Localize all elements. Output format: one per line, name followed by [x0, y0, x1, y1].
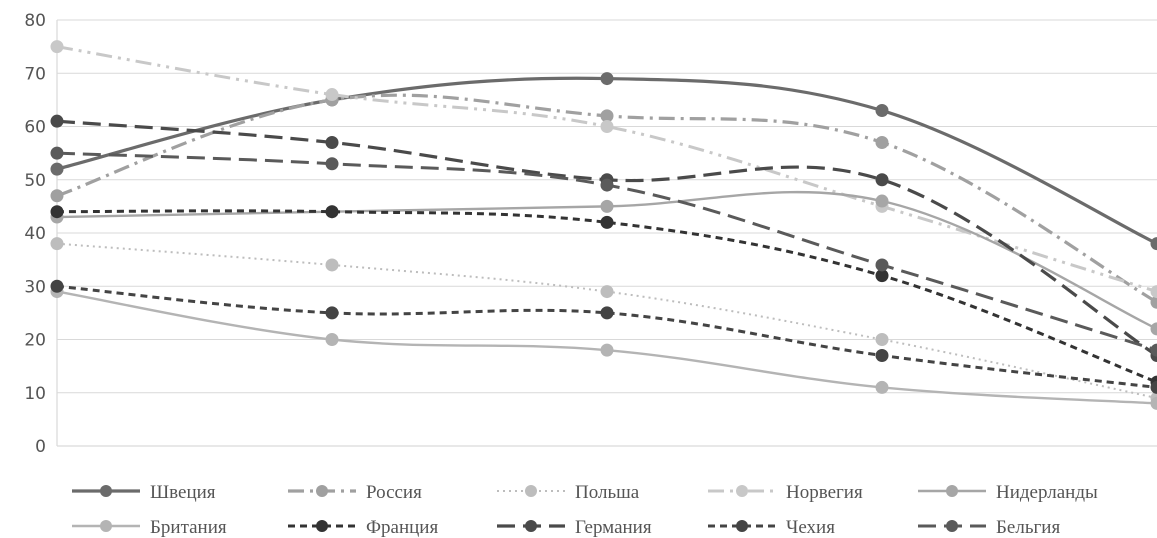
data-point: [325, 258, 339, 272]
data-point: [325, 333, 339, 346]
legend-item: Норвегия: [708, 482, 863, 503]
legend-swatch-marker: [525, 520, 537, 532]
data-point: [1150, 285, 1157, 299]
legend-item: Франция: [288, 517, 438, 538]
y-tick-label: 30: [24, 277, 46, 297]
data-point: [600, 306, 614, 320]
data-point: [875, 333, 889, 346]
series-9: [50, 146, 1157, 357]
data-point: [600, 199, 614, 213]
data-point: [50, 189, 64, 203]
data-point: [875, 258, 889, 272]
legend-swatch-marker: [736, 485, 748, 497]
legend-label: Чехия: [786, 517, 835, 538]
data-point: [600, 109, 614, 123]
series-8: [50, 279, 1157, 394]
series-line: [56, 119, 1157, 357]
y-tick-label: 60: [24, 118, 46, 138]
legend-item: Россия: [288, 482, 422, 503]
data-point: [1150, 322, 1157, 336]
series-7: [50, 114, 1157, 362]
data-point: [600, 285, 614, 299]
data-point: [600, 215, 614, 229]
y-tick-label: 70: [24, 64, 46, 84]
data-point: [600, 178, 614, 192]
data-point: [1150, 295, 1157, 309]
legend-swatch-marker: [316, 520, 328, 532]
legend-swatch-marker: [316, 485, 328, 497]
legend-item: Германия: [497, 517, 652, 538]
data-point: [875, 173, 889, 187]
data-point: [600, 72, 614, 86]
legend-item: Нидерланды: [918, 482, 1098, 503]
legend-swatch-marker: [100, 520, 112, 532]
y-tick-label: 50: [24, 171, 46, 191]
legend-item: Чехия: [708, 517, 835, 538]
y-tick-label: 0: [35, 437, 46, 457]
data-point: [50, 162, 64, 176]
series-3: [50, 40, 1157, 299]
y-tick-label: 10: [24, 384, 46, 404]
legend-item: Польша: [497, 482, 640, 503]
legend-item: Бельгия: [918, 517, 1060, 538]
series-line: [56, 284, 1157, 389]
legend-label: Норвегия: [786, 482, 863, 503]
legend-item: Британия: [72, 517, 227, 538]
data-point: [50, 279, 64, 293]
data-point: [875, 104, 889, 118]
legend-label: Швеция: [150, 482, 216, 503]
y-tick-label: 20: [24, 331, 46, 351]
data-point: [1150, 396, 1157, 410]
data-point: [50, 40, 64, 54]
data-point: [1150, 237, 1157, 251]
data-point: [325, 88, 339, 102]
legend-label: Россия: [366, 482, 422, 503]
legend-swatch-marker: [946, 520, 958, 532]
legend-swatch-marker: [736, 520, 748, 532]
data-point: [50, 146, 64, 160]
legend-label: Бельгия: [996, 517, 1060, 538]
series-line: [56, 209, 1157, 384]
data-point: [1150, 343, 1157, 357]
data-point: [50, 114, 64, 128]
data-point: [325, 157, 339, 171]
legend-swatch-marker: [525, 485, 537, 497]
data-point: [600, 120, 614, 133]
data-point: [875, 135, 889, 149]
legend-label: Франция: [366, 517, 438, 538]
data-point: [50, 237, 64, 251]
data-point: [875, 194, 889, 208]
data-point: [875, 348, 889, 362]
data-point: [325, 135, 339, 149]
legend-label: Британия: [150, 517, 227, 538]
y-tick-label: 80: [24, 11, 46, 31]
series-2: [50, 237, 1157, 405]
legend: Швеция Россия Польша Норвегия Нидерланды Брит…: [72, 482, 1098, 538]
legend-swatch-marker: [946, 485, 958, 497]
data-point: [875, 380, 889, 394]
legend-swatch-marker: [100, 485, 112, 497]
data-point: [1150, 380, 1157, 394]
data-point: [325, 205, 339, 219]
data-point: [875, 269, 889, 283]
data-point: [325, 306, 339, 320]
series-line: [56, 242, 1157, 400]
legend-label: Германия: [575, 517, 652, 538]
legend-item: Швеция: [72, 482, 216, 503]
data-point: [600, 343, 614, 357]
legend-label: Польша: [575, 482, 640, 503]
data-point: [50, 205, 64, 219]
y-tick-label: 40: [24, 224, 46, 244]
legend-label: Нидерланды: [996, 482, 1098, 503]
